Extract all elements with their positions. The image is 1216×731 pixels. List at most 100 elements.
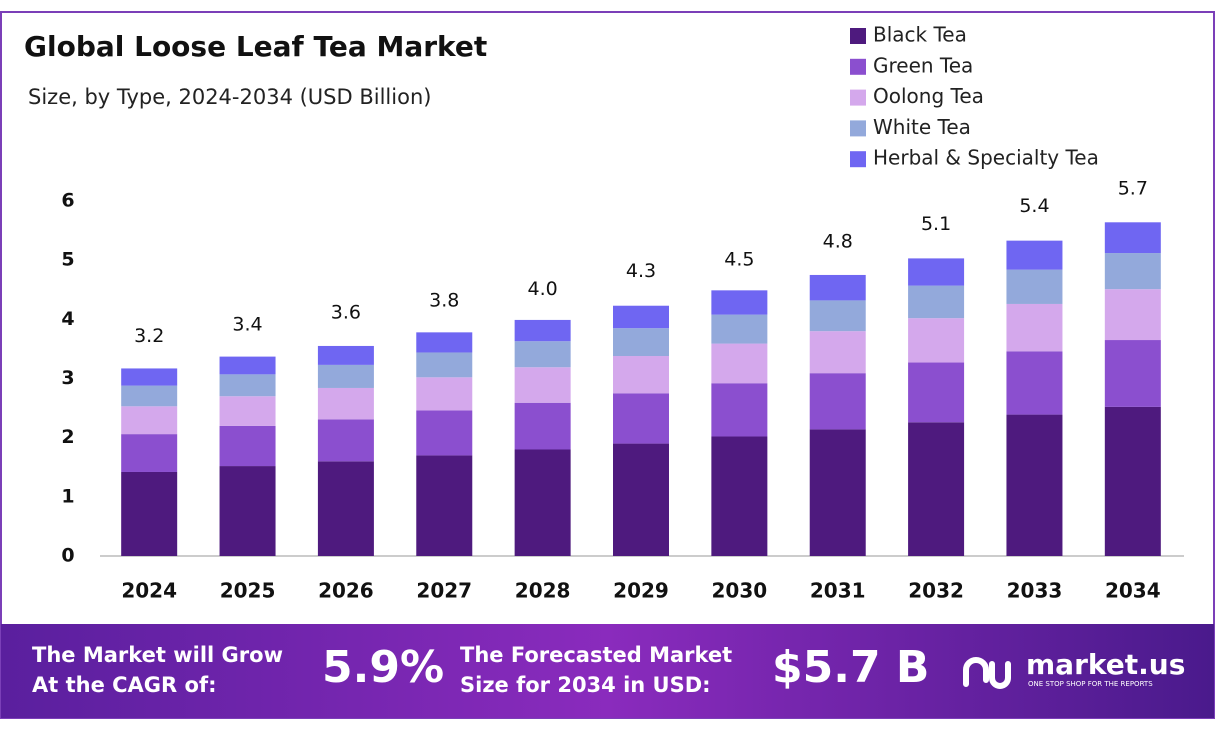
bar-segment <box>121 471 178 556</box>
bar-segment <box>908 362 965 423</box>
bar-segment <box>317 364 374 388</box>
bar-segment <box>514 367 571 403</box>
x-tick-label: 2031 <box>810 579 866 603</box>
bar-segment <box>514 341 571 368</box>
total-label: 4.3 <box>626 260 656 282</box>
bar-segment <box>1104 340 1161 407</box>
total-label: 3.2 <box>134 325 164 347</box>
bar-segment <box>219 374 276 397</box>
x-tick-label: 2029 <box>613 579 669 603</box>
bar-segment <box>613 393 669 444</box>
bar-segment <box>416 332 473 353</box>
x-tick-label: 2028 <box>515 579 571 603</box>
bar-segment <box>809 373 866 430</box>
bar-segment <box>219 356 276 375</box>
x-tick-label: 2027 <box>416 579 472 603</box>
bar-segment <box>416 410 473 456</box>
chart-subtitle: Size, by Type, 2024-2034 (USD Billion) <box>28 85 431 109</box>
tagline: ONE STOP SHOP FOR THE REPORTS <box>1028 680 1153 688</box>
legend-swatch <box>850 120 866 137</box>
bar-segment <box>514 402 571 450</box>
bar-segment <box>908 318 965 363</box>
forecast-value: $5.7 B <box>772 642 929 693</box>
y-tick-label: 0 <box>61 545 74 567</box>
bar-segment <box>514 319 571 342</box>
x-tick-label: 2025 <box>220 579 276 603</box>
footer-band <box>1 624 1214 718</box>
legend-label: White Tea <box>873 115 971 139</box>
bar-segment <box>219 466 276 556</box>
y-tick-label: 3 <box>61 367 74 389</box>
bar-segment <box>416 352 473 378</box>
legend-swatch <box>850 89 866 106</box>
bar-segment <box>121 434 178 472</box>
footer-text: Size for 2034 in USD: <box>460 673 711 697</box>
bar-segment <box>121 385 178 407</box>
bar-segment <box>908 285 965 319</box>
bar-segment <box>1104 222 1161 254</box>
cagr-value: 5.9% <box>322 642 444 693</box>
legend-label: Oolong Tea <box>873 84 984 108</box>
bar-segment <box>809 300 866 332</box>
bar-segment <box>121 406 178 435</box>
bar-segment <box>1006 303 1063 352</box>
bar-segment <box>317 461 374 556</box>
legend-swatch <box>850 58 866 75</box>
y-tick-label: 4 <box>61 308 74 330</box>
footer-text: The Market will Grow <box>32 643 283 667</box>
legend-label: Herbal & Specialty Tea <box>873 146 1099 170</box>
brand-logo <box>963 657 1011 689</box>
x-tick-label: 2024 <box>121 579 177 603</box>
bar-segment <box>514 449 571 556</box>
bar-segment <box>219 425 276 467</box>
bar-segment <box>809 331 866 374</box>
y-tick-label: 2 <box>61 426 74 448</box>
bar-segment <box>1104 253 1161 290</box>
total-label: 4.8 <box>823 231 853 253</box>
bar-segment <box>908 258 965 286</box>
legend-label: Green Tea <box>873 53 973 77</box>
total-label: 3.6 <box>331 302 361 324</box>
total-label: 3.4 <box>232 313 262 335</box>
x-tick-label: 2034 <box>1105 579 1161 603</box>
bar-segment <box>317 345 374 365</box>
bar-segment <box>416 455 473 556</box>
bar-segment <box>613 443 669 556</box>
bar-segment <box>908 422 965 556</box>
total-label: 5.4 <box>1019 195 1049 217</box>
y-tick-label: 5 <box>61 249 74 271</box>
footer-text: The Forecasted Market <box>460 643 732 667</box>
total-label: 5.7 <box>1118 177 1148 199</box>
bar-segment <box>711 383 768 437</box>
bar-segment <box>1104 289 1161 341</box>
x-tick-label: 2033 <box>1007 579 1063 603</box>
total-label: 3.8 <box>429 290 459 312</box>
bar-segment <box>711 343 768 384</box>
total-label: 5.1 <box>921 213 951 235</box>
bar-segment <box>1006 240 1063 270</box>
bar-segment <box>809 429 866 556</box>
y-tick-label: 6 <box>61 190 74 212</box>
bar-segment <box>613 356 669 394</box>
x-tick-label: 2026 <box>318 579 374 603</box>
bar-segment <box>711 290 768 315</box>
bar-segment <box>121 368 178 386</box>
bar-segment <box>1006 269 1063 304</box>
y-tick-label: 1 <box>61 485 74 507</box>
bar-segment <box>613 328 669 357</box>
chart-title: Global Loose Leaf Tea Market <box>24 30 487 63</box>
bar-segment <box>317 387 374 420</box>
bar-segment <box>1006 351 1063 415</box>
bar-segment <box>1104 406 1161 556</box>
bar-segment <box>809 274 866 301</box>
x-tick-label: 2032 <box>908 579 964 603</box>
legend-label: Black Tea <box>873 23 967 47</box>
legend-swatch <box>850 28 866 44</box>
total-label: 4.5 <box>724 248 754 270</box>
bar-segment <box>711 436 768 556</box>
x-tick-label: 2030 <box>712 579 768 603</box>
bar-segment <box>711 314 768 344</box>
bar-segment <box>219 396 276 426</box>
brand: market.us <box>1026 648 1185 681</box>
